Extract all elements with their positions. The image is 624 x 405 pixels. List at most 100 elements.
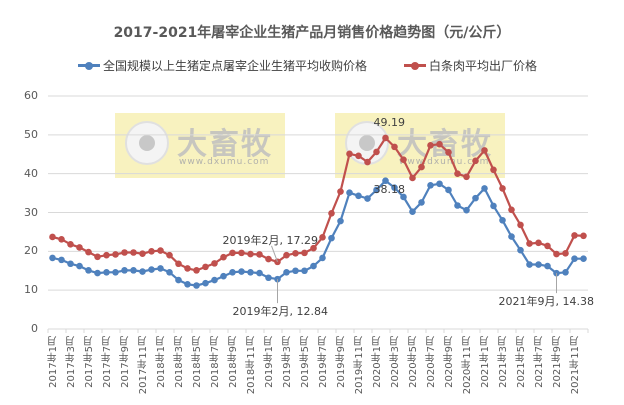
data-point	[526, 240, 533, 247]
x-tick-label: 2019年5月	[299, 336, 311, 388]
data-point	[256, 251, 263, 258]
data-point	[436, 140, 443, 148]
x-tick-label: 2017年3月	[65, 336, 77, 388]
data-point	[418, 163, 425, 171]
data-point	[337, 217, 344, 225]
data-point	[49, 254, 56, 262]
x-tick-label: 2021年9月	[551, 336, 563, 388]
data-point	[463, 206, 470, 214]
data-point	[76, 262, 83, 270]
watermark: 大畜牧 www.dxumu.com	[115, 113, 285, 178]
watermark-url: www.dxumu.com	[179, 157, 270, 167]
data-point	[481, 185, 488, 192]
y-tick-label: 60	[24, 89, 38, 102]
y-tick-label: 30	[24, 205, 38, 219]
data-point	[580, 232, 587, 240]
data-point	[400, 156, 407, 163]
data-point	[463, 173, 470, 181]
x-tick-label: 2020年7月	[425, 336, 437, 388]
x-tick-label: 2018年1月	[155, 336, 167, 388]
legend-label: 白条肉平均出厂价格	[429, 59, 538, 73]
data-point	[184, 265, 191, 272]
data-point	[346, 150, 353, 158]
data-point	[220, 253, 227, 261]
x-tick-label: 2017年1月	[47, 336, 59, 388]
watermark-logo-icon	[125, 121, 169, 165]
data-point	[562, 269, 569, 276]
legend-item-purchase-price: 全国规模以上生猪定点屠宰企业生猪平均收购价格	[78, 57, 367, 74]
data-point	[373, 148, 380, 156]
x-tick-label: 2021年1月	[479, 336, 491, 388]
data-point	[490, 166, 497, 174]
x-tick-label: 2019年11月	[353, 336, 365, 395]
data-point	[112, 269, 119, 276]
data-point	[445, 149, 452, 156]
x-tick-label: 2019年1月	[263, 336, 275, 388]
data-point	[292, 249, 299, 257]
data-point	[418, 199, 425, 206]
data-point	[346, 189, 353, 196]
x-tick-label: 2019年9月	[335, 336, 347, 388]
data-point	[103, 251, 110, 259]
data-point	[562, 249, 569, 257]
data-point	[130, 249, 137, 256]
data-point	[103, 269, 110, 276]
watermark-url: www.dxumu.com	[399, 157, 490, 167]
data-point	[355, 152, 362, 160]
data-point	[238, 268, 245, 275]
data-point	[283, 251, 290, 259]
data-point	[391, 143, 398, 151]
data-point	[391, 184, 398, 191]
data-point	[526, 261, 533, 268]
data-point	[535, 261, 542, 268]
data-point	[481, 147, 488, 154]
data-point	[283, 269, 290, 276]
data-label: 2021年9月, 14.38	[498, 295, 594, 309]
x-tick-label: 2021年5月	[515, 336, 527, 388]
x-tick-label: 2020年1月	[371, 336, 383, 388]
data-point	[544, 262, 551, 270]
data-point	[166, 269, 173, 276]
x-tick-label: 2021年7月	[533, 336, 545, 388]
x-tick-label: 2018年5月	[191, 336, 203, 388]
x-tick-label: 2021年3月	[497, 336, 509, 388]
data-point	[193, 282, 200, 289]
data-point	[76, 244, 83, 251]
data-point	[238, 249, 245, 257]
data-point	[58, 235, 65, 243]
data-label: 2019年2月, 12.84	[232, 305, 328, 319]
y-tick-label: 10	[24, 283, 38, 297]
data-point	[58, 256, 65, 264]
data-point	[364, 195, 371, 202]
data-label: 38.18	[373, 182, 406, 196]
data-point	[49, 233, 56, 241]
data-point	[454, 170, 461, 177]
data-point	[292, 267, 299, 275]
data-point	[571, 232, 578, 239]
data-point	[193, 267, 200, 274]
y-tick-label: 20	[24, 244, 38, 258]
data-point	[94, 269, 101, 277]
data-point	[472, 157, 479, 165]
legend-line-marker-icon	[404, 61, 426, 70]
data-point	[355, 192, 362, 200]
watermark-brand: 大畜牧	[397, 127, 493, 162]
x-tick-label: 2019年3月	[281, 336, 293, 388]
data-point	[409, 208, 416, 216]
data-point	[175, 276, 182, 284]
x-tick-label: 2018年7月	[209, 336, 221, 388]
x-tick-label: 2018年3月	[173, 336, 185, 388]
data-label: 49.19	[373, 115, 406, 129]
data-point	[202, 263, 209, 271]
data-point	[85, 248, 92, 256]
data-point	[229, 249, 236, 257]
data-point	[472, 194, 479, 202]
data-point	[148, 248, 155, 255]
data-point	[580, 255, 587, 263]
data-point	[166, 251, 173, 259]
data-point	[508, 206, 515, 214]
data-point	[544, 242, 551, 250]
data-point	[85, 267, 92, 274]
x-tick-label: 2020年5月	[407, 336, 419, 388]
chart-title: 2017-2021年屠宰企业生猪产品月销售价格趋势图（元/公斤）	[113, 25, 511, 41]
